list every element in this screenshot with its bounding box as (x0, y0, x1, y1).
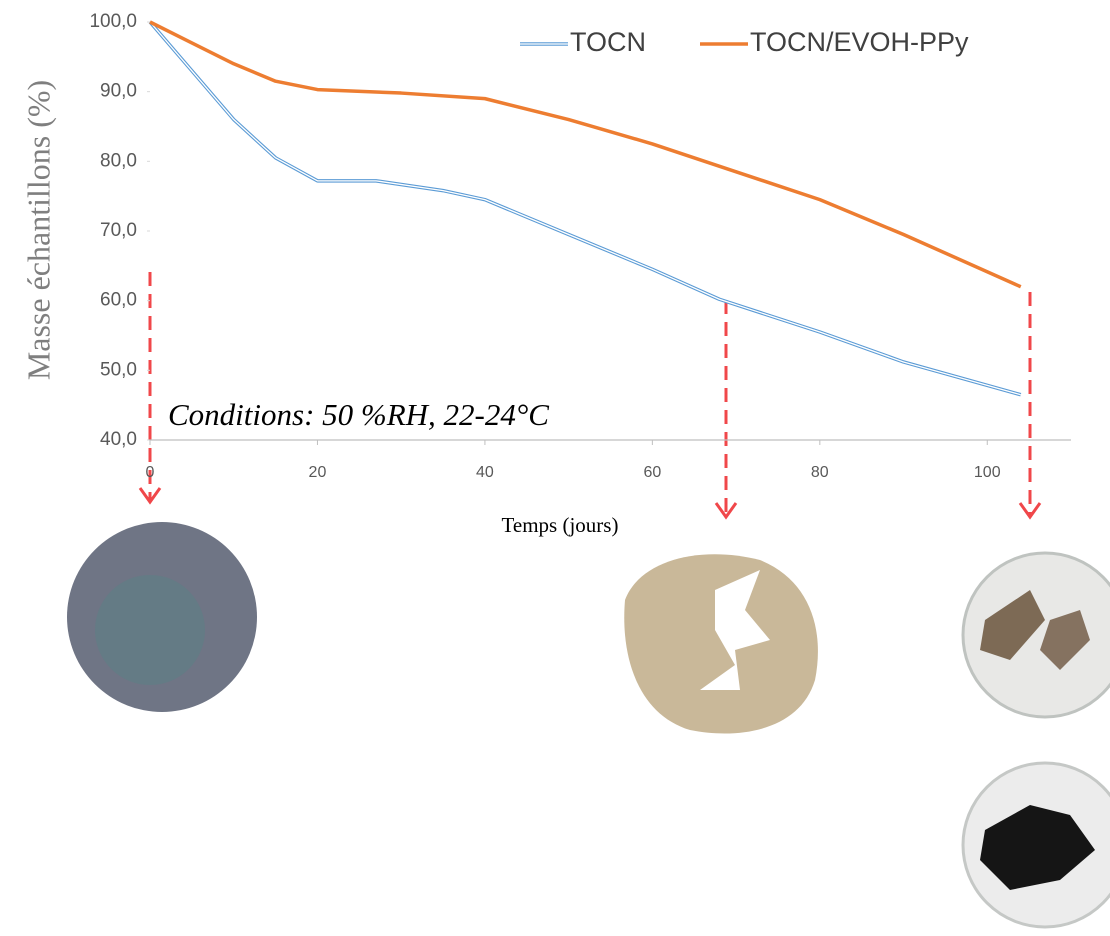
y-tick-label: 70,0 (100, 220, 137, 241)
y-tick-label: 100,0 (89, 11, 137, 32)
x-tick-label: 100 (974, 464, 1001, 481)
y-tick-label: 40,0 (100, 429, 137, 450)
series-line (149, 20, 1022, 289)
x-tick-label: 20 (309, 464, 327, 481)
y-tick-label: 60,0 (100, 290, 137, 311)
y-tick-label: 90,0 (100, 81, 137, 102)
x-tick-label: 60 (643, 464, 661, 481)
photo-day0 (67, 522, 257, 712)
arrows (138, 272, 1042, 520)
y-tick-label: 80,0 (100, 150, 137, 171)
photo-day104-composite (961, 761, 1110, 929)
x-tick-label: 80 (811, 464, 829, 481)
series-line (148, 20, 1022, 397)
y-tick-label: 50,0 (100, 359, 137, 380)
x-axis-label: Temps (jours) (502, 513, 619, 537)
series-line-inner (149, 21, 1021, 396)
x-tick-label: 0 (146, 464, 155, 481)
photo-day104-tocn (961, 551, 1110, 719)
annotation: Conditions: 50 %RH, 22-24°C (168, 397, 549, 432)
legend-label: TOCN (570, 27, 646, 57)
x-tick-label: 40 (476, 464, 494, 481)
photo-day68 (624, 554, 818, 734)
y-axis-label: Masse échantillons (%) (20, 80, 56, 380)
legend-label: TOCN/EVOH-PPy (750, 27, 969, 57)
